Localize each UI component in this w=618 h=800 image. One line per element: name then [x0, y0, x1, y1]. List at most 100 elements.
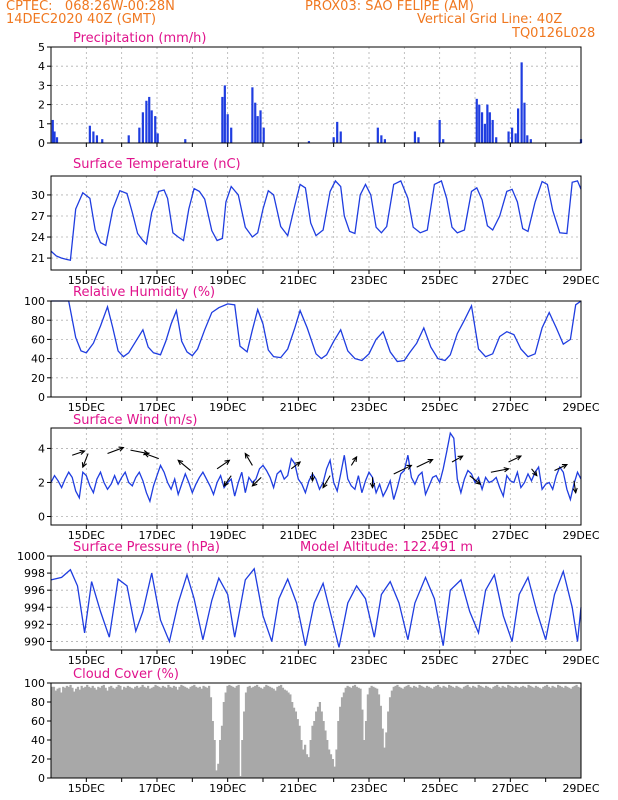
- x-tick-label: 21DEC: [280, 401, 317, 414]
- cloud-bar: [154, 684, 157, 778]
- cloud-bar: [429, 687, 432, 778]
- precip-bar: [251, 87, 254, 143]
- wind-arrow: [554, 464, 568, 472]
- y-tick-label: 20: [31, 753, 45, 766]
- humidity-line: [51, 300, 582, 363]
- cloud-bar: [134, 686, 137, 778]
- cloud-bar: [226, 685, 229, 778]
- x-tick-label: 27DEC: [492, 782, 529, 795]
- y-tick-label: 30: [31, 189, 45, 202]
- y-tick-label: 994: [24, 601, 45, 614]
- y-tick-label: 1000: [17, 550, 45, 563]
- cloud-bar: [435, 685, 438, 778]
- cloud-bar: [355, 686, 358, 778]
- cloud-bar: [182, 685, 185, 778]
- x-tick-label: 27DEC: [492, 401, 529, 414]
- cloud-bar: [520, 686, 523, 778]
- wind-arrow-head: [309, 476, 316, 483]
- cloud-bar: [422, 686, 425, 778]
- cloud-bar: [220, 725, 224, 778]
- cloud-bar: [315, 711, 318, 778]
- cloud-bar: [411, 687, 414, 778]
- cloud-bar: [394, 685, 397, 778]
- cloud-bar: [178, 686, 181, 778]
- cloud-bar: [274, 690, 277, 778]
- precip-bar: [256, 116, 259, 143]
- cloud-bar: [514, 685, 517, 778]
- precip-bar: [526, 135, 529, 143]
- x-tick-label: 21DEC: [280, 274, 317, 287]
- cloud-bar: [364, 721, 368, 778]
- cloud-bar: [494, 685, 497, 778]
- cloud-bar: [80, 685, 83, 778]
- pressure-line: [50, 567, 582, 648]
- x-tick-label: 25DEC: [421, 401, 458, 414]
- cloud-bar: [283, 689, 286, 778]
- cloud-bar: [285, 690, 288, 778]
- cloud-bar: [532, 687, 536, 778]
- cloud-bar: [193, 684, 196, 778]
- cloud-bar: [204, 686, 207, 778]
- x-tick-label: 27DEC: [492, 654, 529, 667]
- cloud-bar: [233, 687, 237, 778]
- y-tick-label: 992: [24, 618, 45, 631]
- cloud-bar: [472, 685, 475, 778]
- cloud-bar: [424, 687, 427, 778]
- cloud-bar: [510, 686, 514, 778]
- cloud-bar: [51, 686, 54, 778]
- cloud-bar: [250, 687, 253, 778]
- cloud-bar: [564, 685, 567, 778]
- cloud-bar: [224, 692, 227, 778]
- cloud-bar: [202, 685, 205, 778]
- precip-bar: [339, 131, 342, 143]
- cloud-bar: [363, 740, 366, 778]
- wind-arrow: [244, 453, 253, 466]
- cloud-bar: [309, 740, 312, 778]
- precip-bar: [53, 131, 56, 143]
- cloud-bar: [257, 686, 261, 778]
- cloud-bar: [78, 689, 81, 778]
- x-tick-label: 27DEC: [492, 529, 529, 542]
- y-tick-label: 0: [38, 137, 45, 150]
- cloud-bar: [97, 686, 100, 778]
- cloud-bar: [115, 686, 118, 778]
- wind-arrow-head: [143, 452, 150, 458]
- cloud-bar: [276, 686, 279, 778]
- cloud-bar: [147, 685, 150, 778]
- panel-frame: [50, 46, 582, 144]
- cloud-bar: [228, 684, 231, 778]
- cloud-bar: [231, 686, 235, 778]
- cloud-bar: [534, 685, 538, 778]
- x-tick-label: 25DEC: [421, 274, 458, 287]
- cloud-bar: [573, 685, 576, 778]
- wind-arrow-head: [79, 449, 86, 455]
- cloud-bar: [501, 685, 504, 778]
- header-vertical-grid-line: Vertical Grid Line: 40Z: [417, 12, 563, 27]
- wind-arrow: [177, 459, 191, 471]
- x-tick-label: 27DEC: [492, 274, 529, 287]
- cloud-bar: [575, 684, 578, 778]
- cloud-bar: [331, 759, 334, 778]
- wind-arrow-head: [369, 482, 376, 489]
- cloud-bar: [466, 684, 469, 778]
- x-tick-label: 17DEC: [138, 782, 175, 795]
- wind-arrow: [416, 458, 433, 468]
- cloud-bar: [440, 687, 443, 778]
- cloud-bar: [106, 690, 109, 778]
- cloud-bar: [91, 685, 94, 778]
- cloud-bar: [560, 686, 563, 778]
- wind-arrow-head: [503, 467, 510, 473]
- wind-arrow-head: [475, 479, 482, 486]
- y-tick-label: 2: [38, 99, 45, 112]
- x-tick-label: 21DEC: [280, 782, 317, 795]
- precip-bar: [55, 137, 59, 143]
- precip-bar: [254, 102, 257, 143]
- cloud-bar: [379, 705, 382, 778]
- wind-arrow: [72, 450, 85, 456]
- cloud-bar: [272, 688, 275, 778]
- x-tick-label: 19DEC: [209, 401, 246, 414]
- cloud-bar: [150, 687, 153, 778]
- x-tick-label: 25DEC: [421, 782, 458, 795]
- cloud-bar: [141, 684, 144, 778]
